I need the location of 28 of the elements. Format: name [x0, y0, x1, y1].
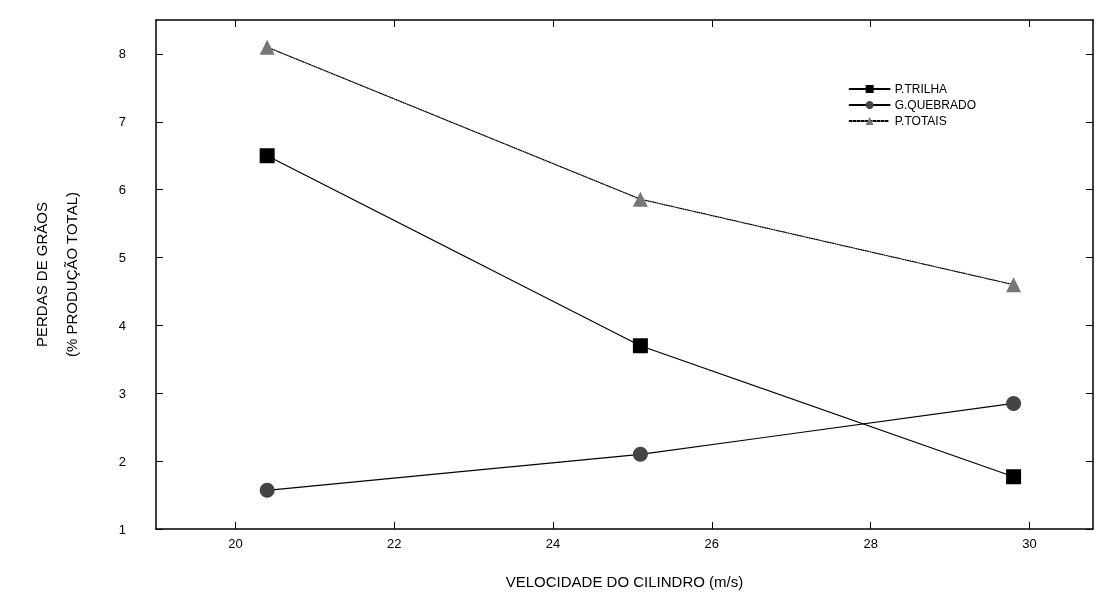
- x-axis-title: VELOCIDADE DO CILINDRO (m/s): [505, 573, 744, 590]
- y-tick-label: 3: [118, 385, 126, 401]
- x-tick-label: 26: [704, 536, 720, 551]
- y-tick-label: 8: [118, 46, 126, 62]
- x-tick-label: 22: [386, 536, 402, 551]
- point: [1006, 469, 1022, 485]
- point: [632, 446, 648, 462]
- y-tick-label: 4: [118, 317, 126, 333]
- point: [259, 482, 275, 498]
- point: [1006, 277, 1022, 293]
- y-tick-label: 6: [118, 182, 126, 198]
- x-tick-label: 28: [863, 536, 878, 551]
- y-tick-label: 2: [118, 453, 126, 469]
- x-tick-label: 30: [1022, 536, 1037, 551]
- point: [632, 191, 648, 207]
- y-axis-title: PERDAS DE GRÃOS (% PRODUÇÃO TOTAL): [32, 191, 80, 358]
- y-tick-label: 7: [118, 114, 126, 130]
- x-tick-label: 20: [228, 536, 243, 551]
- y-tick-label: 5: [118, 250, 126, 266]
- point: [632, 338, 648, 354]
- x-tick-label: 24: [545, 536, 561, 551]
- legend-label: G.QUEBRADO: [894, 98, 977, 112]
- y-tick-label: 1: [118, 521, 126, 537]
- point: [259, 39, 275, 55]
- legend-label: P.TOTAIS: [894, 114, 947, 128]
- point: [259, 148, 275, 164]
- legend-label: P.TRILHA: [894, 82, 948, 96]
- point: [1006, 395, 1022, 411]
